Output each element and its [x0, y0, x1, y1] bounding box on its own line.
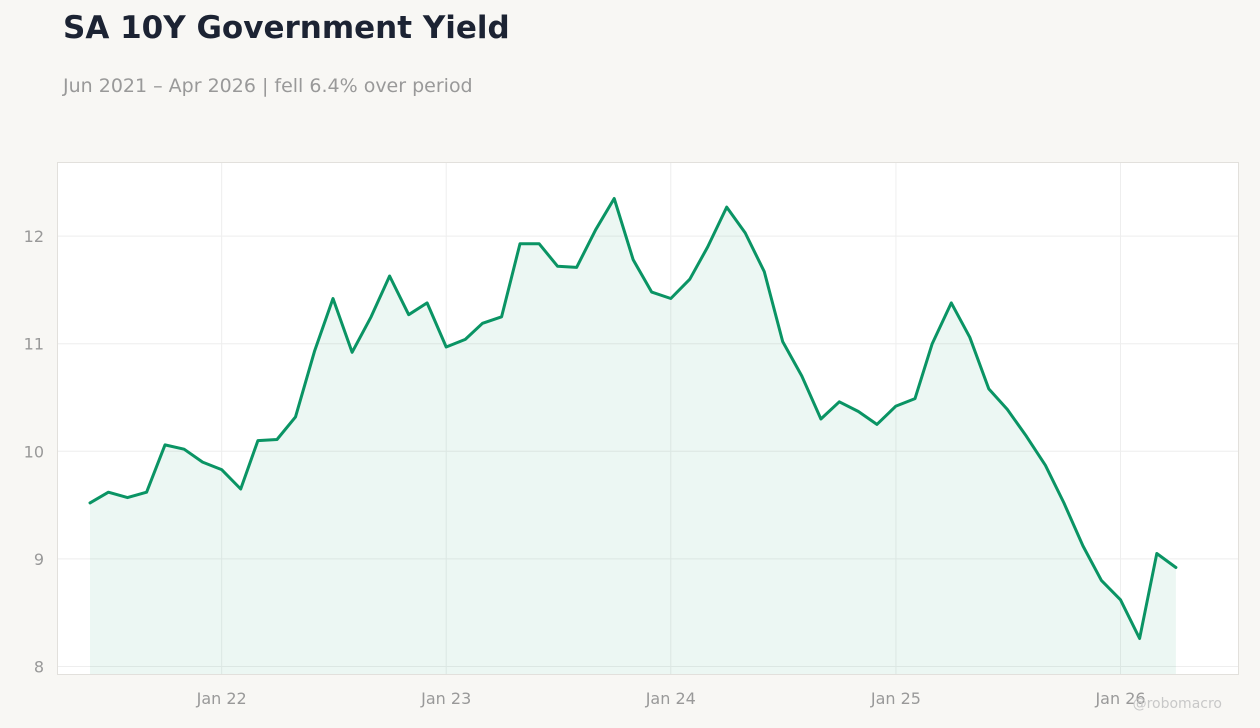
area-fill [90, 198, 1176, 674]
chart-title: SA 10Y Government Yield [63, 10, 510, 46]
y-tick-label: 12 [24, 227, 44, 246]
x-tick-label: Jan 24 [645, 689, 696, 708]
x-tick-label: Jan 22 [196, 689, 247, 708]
x-axis-ticks: Jan 22 Jan 23 Jan 24 Jan 25 Jan 26 [196, 689, 1146, 708]
chart-subtitle: Jun 2021 – Apr 2026 | fell 6.4% over per… [63, 75, 473, 97]
plot-area [57, 162, 1239, 675]
watermark: @robomacro [1132, 696, 1222, 712]
x-tick-label: Jan 25 [870, 689, 921, 708]
y-tick-label: 8 [34, 657, 44, 676]
y-tick-label: 11 [24, 335, 44, 354]
x-tick-label: Jan 23 [420, 689, 471, 708]
y-tick-label: 10 [24, 442, 44, 461]
series-line-yield [88, 197, 1178, 640]
y-tick-label: 9 [34, 550, 44, 569]
x-tick-label: Jan 26 [1094, 689, 1145, 708]
y-axis-ticks: 8 9 10 11 12 [24, 227, 44, 676]
